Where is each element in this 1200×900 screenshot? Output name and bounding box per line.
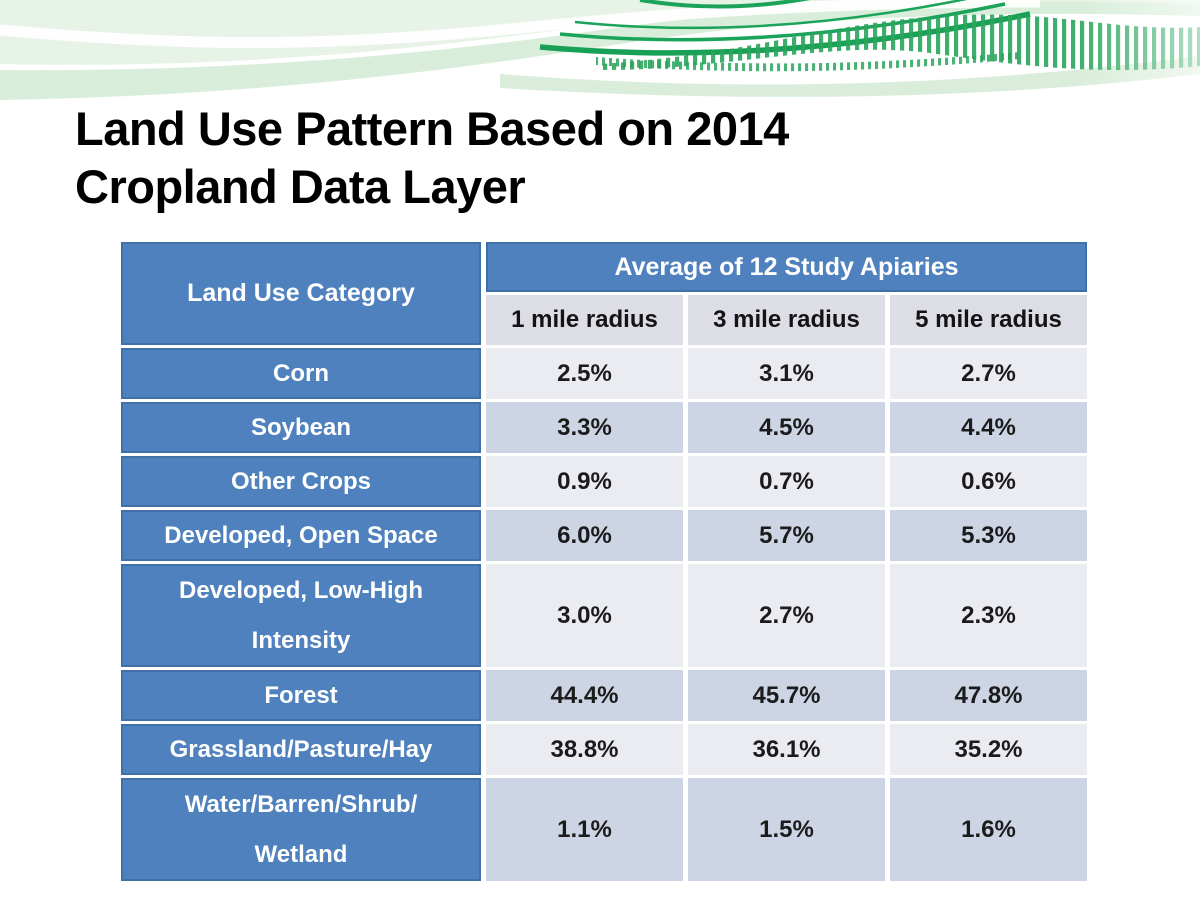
category-cell: Soybean [121, 402, 481, 453]
header-row-group: Land Use Category Average of 12 Study Ap… [121, 242, 1087, 345]
value-cell: 5.3% [890, 510, 1087, 561]
value-cell: 3.1% [688, 348, 885, 399]
table-row: Corn 2.5% 3.1% 2.7% [121, 348, 1087, 399]
value-cell: 1.5% [688, 778, 885, 881]
subheader-5mile: 5 mile radius [890, 295, 1087, 345]
value-cell: 3.3% [486, 402, 683, 453]
striped-ribbon-thin [596, 52, 1020, 72]
value-cell: 45.7% [688, 670, 885, 721]
category-cell: Water/Barren/Shrub/ Wetland [121, 778, 481, 881]
value-cell: 2.5% [486, 348, 683, 399]
value-cell: 1.1% [486, 778, 683, 881]
land-use-table: Land Use Category Average of 12 Study Ap… [116, 239, 1092, 884]
value-cell: 4.4% [890, 402, 1087, 453]
category-cell: Grassland/Pasture/Hay [121, 724, 481, 775]
value-cell: 2.7% [890, 348, 1087, 399]
category-cell: Developed, Open Space [121, 510, 481, 561]
group-header-cell: Average of 12 Study Apiaries [486, 242, 1087, 292]
value-cell: 4.5% [688, 402, 885, 453]
slide-title: Land Use Pattern Based on 2014 Cropland … [75, 102, 789, 214]
corner-header-cell: Land Use Category [121, 242, 481, 345]
category-cell: Forest [121, 670, 481, 721]
value-cell: 35.2% [890, 724, 1087, 775]
table-row: Soybean 3.3% 4.5% 4.4% [121, 402, 1087, 453]
value-cell: 44.4% [486, 670, 683, 721]
value-cell: 6.0% [486, 510, 683, 561]
header-row-radii: 1 mile radius 3 mile radius 5 mile radiu… [121, 295, 1087, 345]
category-cell: Corn [121, 348, 481, 399]
category-cell: Other Crops [121, 456, 481, 507]
subheader-1mile: 1 mile radius [486, 295, 683, 345]
value-cell: 0.7% [688, 456, 885, 507]
value-cell: 1.6% [890, 778, 1087, 881]
pale-wave-top [0, 0, 1200, 65]
value-cell: 3.0% [486, 564, 683, 667]
table-row: Developed, Open Space 6.0% 5.7% 5.3% [121, 510, 1087, 561]
table-row: Developed, Low-High Intensity 3.0% 2.7% … [121, 564, 1087, 667]
value-cell: 38.8% [486, 724, 683, 775]
decorative-green-waves [0, 0, 1200, 100]
white-gap-curve [0, 0, 1041, 49]
pale-wave-mid [0, 1, 1200, 100]
land-use-table-grid: Land Use Category Average of 12 Study Ap… [116, 239, 1092, 884]
category-cell: Developed, Low-High Intensity [121, 564, 481, 667]
subheader-3mile: 3 mile radius [688, 295, 885, 345]
value-cell: 0.9% [486, 456, 683, 507]
table-row: Water/Barren/Shrub/ Wetland 1.1% 1.5% 1.… [121, 778, 1087, 881]
value-cell: 5.7% [688, 510, 885, 561]
table-row: Grassland/Pasture/Hay 38.8% 36.1% 35.2% [121, 724, 1087, 775]
value-cell: 0.6% [890, 456, 1087, 507]
value-cell: 47.8% [890, 670, 1087, 721]
value-cell: 36.1% [688, 724, 885, 775]
green-arc-top [639, 0, 811, 9]
value-cell: 2.7% [688, 564, 885, 667]
table-row: Forest 44.4% 45.7% 47.8% [121, 670, 1087, 721]
table-row: Other Crops 0.9% 0.7% 0.6% [121, 456, 1087, 507]
right-fade-overlay [930, 0, 1200, 100]
value-cell: 2.3% [890, 564, 1087, 667]
